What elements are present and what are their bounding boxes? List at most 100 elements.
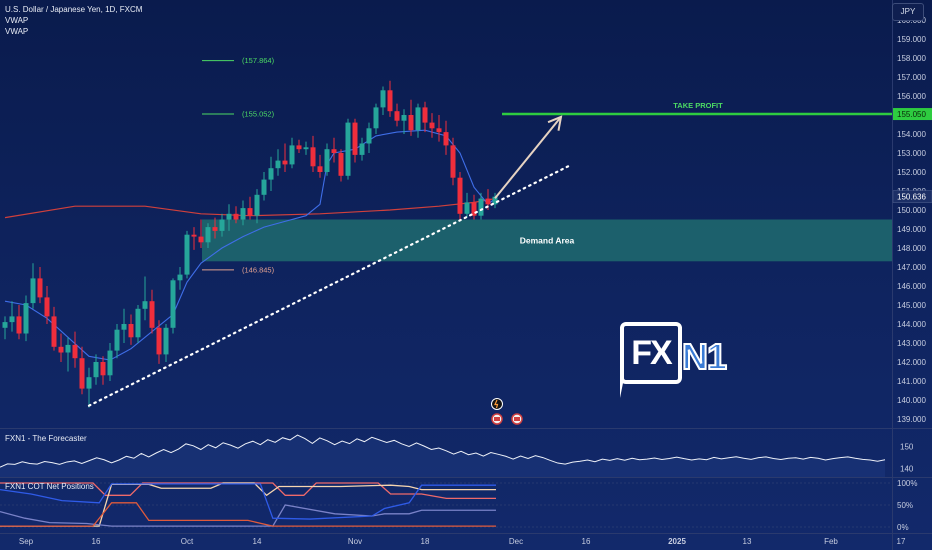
candle-bearish[interactable] [79, 346, 85, 395]
candle-bearish[interactable] [247, 196, 253, 220]
time-tick-label: Oct [181, 537, 194, 546]
candle-bullish[interactable] [226, 204, 232, 231]
price-tick-label: 158.000 [897, 54, 926, 63]
candle-bullish[interactable] [142, 276, 148, 321]
candle-body [114, 329, 120, 351]
candle-bullish[interactable] [23, 295, 29, 342]
candle-bullish[interactable] [86, 367, 92, 408]
candle-bearish[interactable] [58, 333, 64, 363]
candle-bullish[interactable] [107, 343, 113, 381]
candle-bearish[interactable] [471, 194, 477, 220]
candle-bullish[interactable] [478, 192, 484, 220]
candle-bullish[interactable] [240, 200, 246, 226]
candle-bearish[interactable] [387, 80, 393, 117]
indicator-label-vwap-2[interactable]: VWAP [5, 27, 29, 36]
candle-bullish[interactable] [135, 305, 141, 343]
price-tick-label: 156.000 [897, 92, 926, 101]
price-axis[interactable]: 139.000 140.000 141.000 142.000 143.000 144.0… [892, 16, 932, 424]
candle-body [345, 122, 351, 176]
candle-bullish[interactable] [359, 137, 365, 161]
candle-bullish[interactable] [170, 278, 176, 334]
candle-body [44, 297, 50, 317]
cot-tick-label: 0% [897, 523, 909, 532]
candle-bullish[interactable] [373, 103, 379, 134]
candle-bearish[interactable] [212, 217, 218, 239]
last-price-badge[interactable]: 150.636 [892, 190, 932, 203]
projection-arrow[interactable] [494, 116, 562, 199]
demand-area-zone[interactable] [202, 219, 892, 262]
candle-bullish[interactable] [268, 156, 274, 191]
candle-bullish[interactable] [324, 143, 330, 176]
candle-bearish[interactable] [128, 314, 134, 345]
candle-bullish[interactable] [415, 103, 421, 138]
take-profit-price-badge[interactable]: 155.050 [893, 108, 932, 121]
candle-bullish[interactable] [9, 301, 15, 332]
indicator-label-vwap-1[interactable]: VWAP [5, 16, 29, 25]
time-tick-label: Nov [348, 537, 362, 546]
candle-bullish[interactable] [114, 324, 120, 359]
candle-bullish[interactable] [345, 118, 351, 180]
candle-bearish[interactable] [296, 139, 302, 153]
candle-bullish[interactable] [65, 337, 71, 372]
candle-bearish[interactable] [191, 227, 197, 250]
cot-series-line[interactable] [0, 504, 496, 527]
support-trendline[interactable] [87, 163, 574, 407]
candle-bullish[interactable] [219, 213, 225, 237]
candle-bearish[interactable] [72, 331, 78, 368]
candle-bullish[interactable] [261, 172, 267, 201]
candle-bullish[interactable] [205, 223, 211, 248]
candle-bearish[interactable] [282, 143, 288, 173]
candle-bearish[interactable] [429, 113, 435, 138]
candle-bearish[interactable] [422, 101, 428, 133]
candle-bullish[interactable] [184, 230, 190, 279]
price-tick-label: 150.000 [897, 206, 926, 215]
candle-bearish[interactable] [408, 99, 414, 136]
candle-bullish[interactable] [254, 189, 260, 224]
candle-bearish[interactable] [149, 289, 155, 334]
currency-button[interactable]: JPY [892, 3, 924, 21]
candle-bullish[interactable] [30, 263, 36, 309]
candle-bearish[interactable] [457, 172, 463, 220]
candle-bullish[interactable] [121, 308, 127, 343]
cot-series-line[interactable] [0, 502, 496, 527]
candle-bearish[interactable] [16, 305, 22, 340]
candle-body [163, 327, 169, 355]
candle-bearish[interactable] [443, 120, 449, 155]
time-axis[interactable]: Sep 16 Oct 14 Nov 18 Dec 16 2025 13 Feb 17 [19, 537, 906, 546]
candle-bearish[interactable] [156, 320, 162, 364]
candle-bullish[interactable] [163, 324, 169, 362]
cot-series-line[interactable] [0, 483, 496, 520]
candle-bearish[interactable] [331, 137, 337, 163]
candle-bearish[interactable] [450, 137, 456, 186]
candle-bearish[interactable] [198, 219, 204, 249]
candle-bearish[interactable] [44, 286, 50, 324]
candle-bullish[interactable] [2, 316, 8, 340]
candle-bullish[interactable] [275, 149, 281, 176]
candle-bearish[interactable] [352, 118, 358, 163]
forecaster-pane-title[interactable]: FXN1 - The Forecaster [5, 434, 87, 443]
candle-bearish[interactable] [233, 206, 239, 224]
candle-body [205, 227, 211, 243]
candle-bullish[interactable] [289, 137, 295, 169]
candle-bullish[interactable] [303, 141, 309, 155]
forecaster-line[interactable] [0, 434, 886, 468]
candle-bearish[interactable] [394, 103, 400, 127]
candle-bearish[interactable] [338, 149, 344, 182]
candle-bullish[interactable] [177, 267, 183, 290]
candle-bullish[interactable] [401, 109, 407, 134]
candle-bullish[interactable] [464, 192, 470, 218]
candle-bearish[interactable] [310, 135, 316, 172]
candle-bearish[interactable] [51, 306, 57, 351]
candle-bullish[interactable] [93, 354, 99, 385]
candle-body [366, 128, 372, 144]
candle-bullish[interactable] [380, 86, 386, 116]
candle-bearish[interactable] [37, 267, 43, 304]
cot-pane-title[interactable]: FXN1 COT Net Positions [5, 482, 94, 491]
candle-bearish[interactable] [100, 356, 106, 385]
candle-bullish[interactable] [492, 192, 498, 209]
candle-bearish[interactable] [436, 115, 442, 142]
candle-bullish[interactable] [366, 122, 372, 153]
candle-body [457, 177, 463, 214]
candle-bearish[interactable] [317, 154, 323, 178]
